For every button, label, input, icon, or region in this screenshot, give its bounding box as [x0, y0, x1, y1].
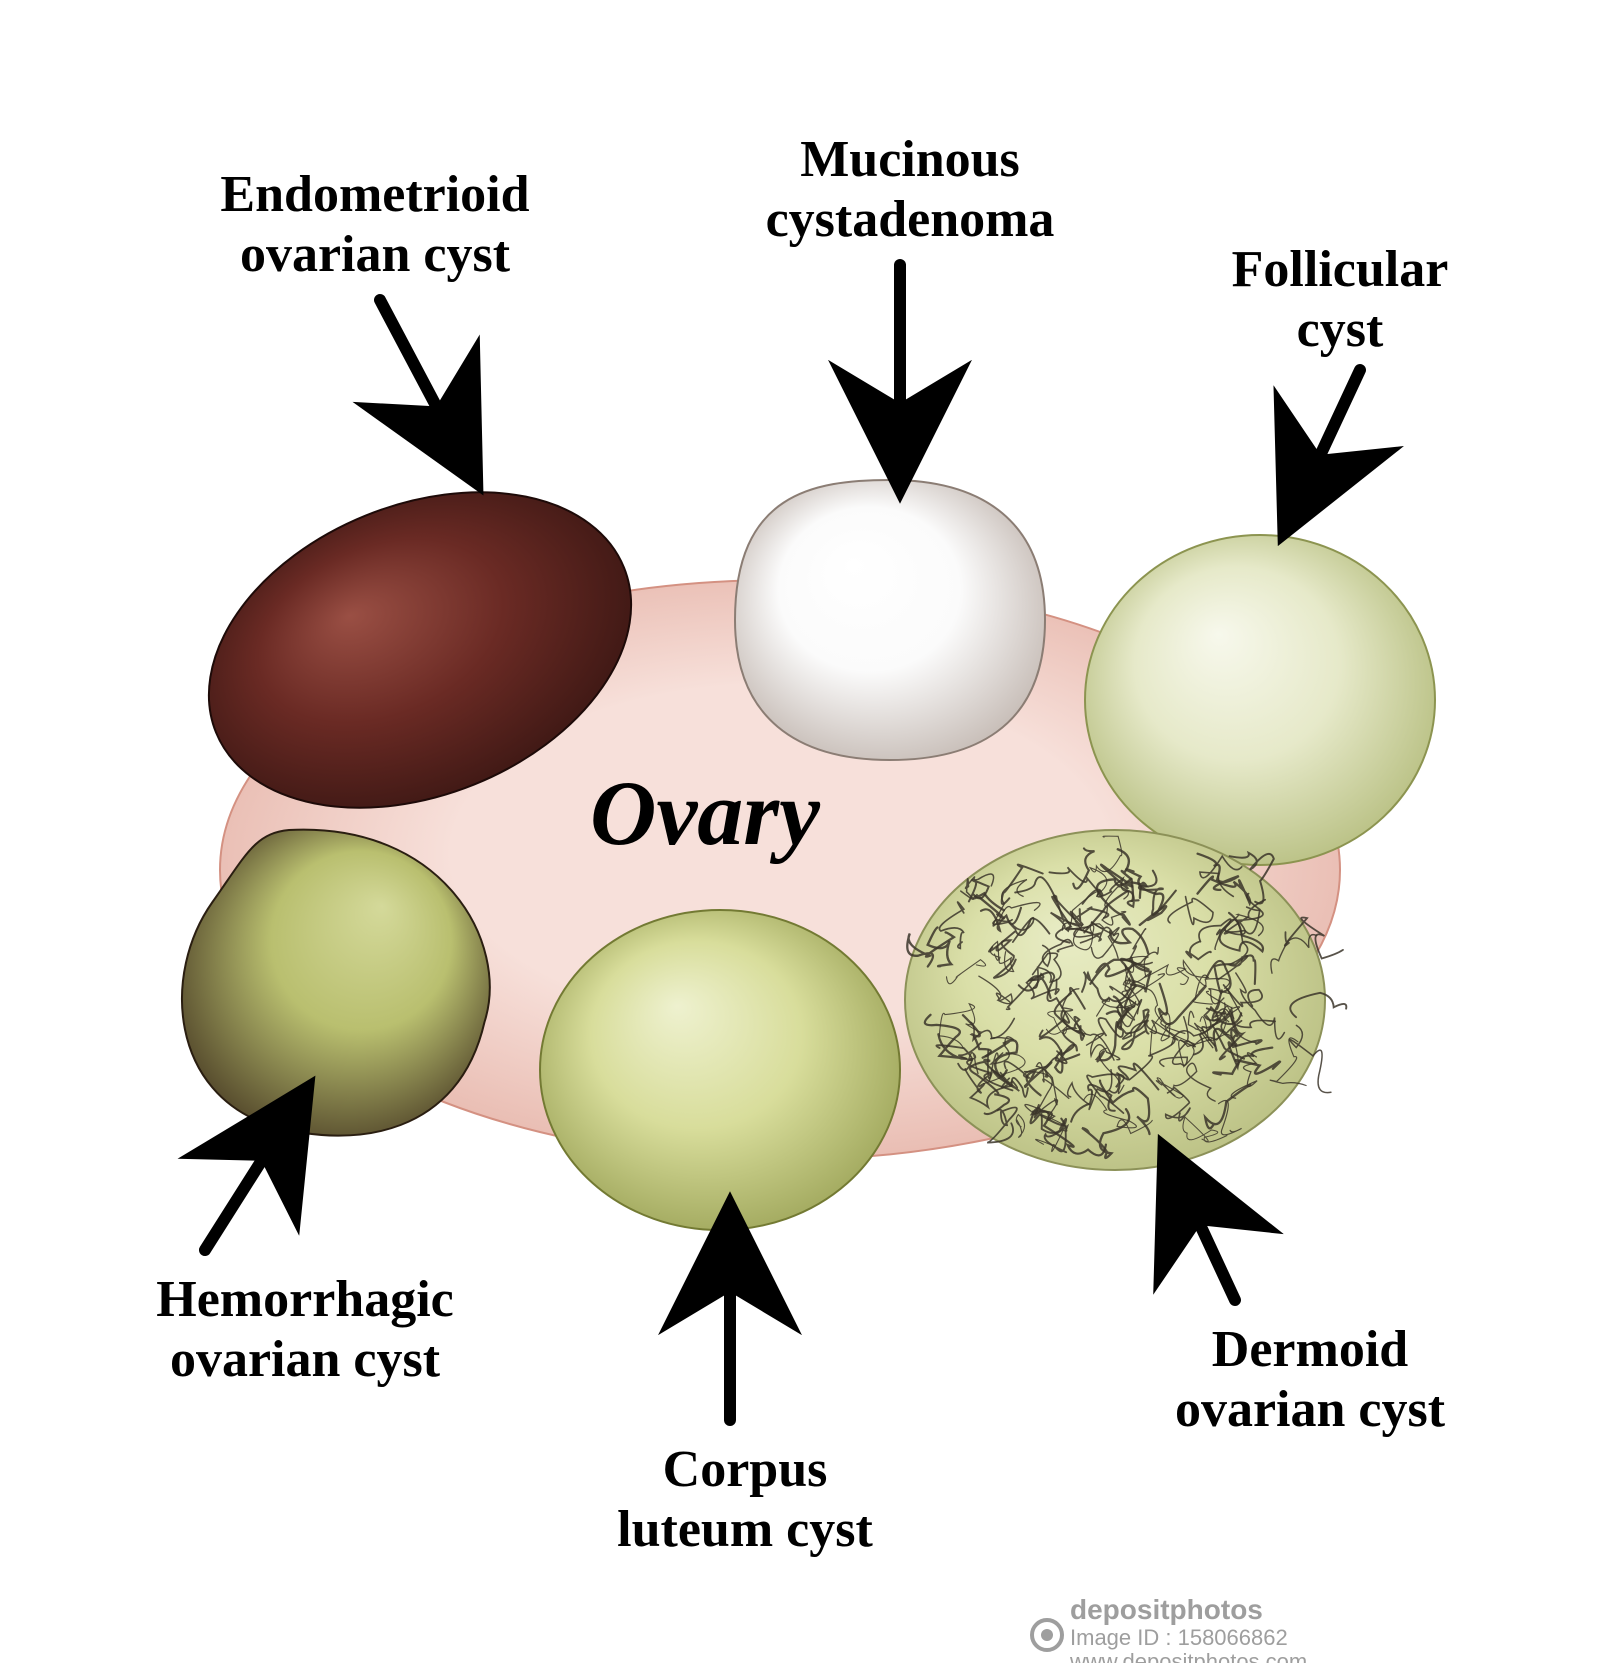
mucinous-label: Mucinouscystadenoma: [720, 130, 1100, 250]
ovary-title: Ovary: [590, 760, 820, 866]
hemorrhagic-cyst: [182, 830, 490, 1136]
follicular-cyst: [1085, 535, 1435, 865]
mucinous-cyst: [735, 480, 1045, 760]
corpus-cyst: [540, 910, 900, 1230]
watermark: depositphotos Image ID : 158066862 www.d…: [1030, 1595, 1307, 1663]
follicular-label: Follicularcyst: [1190, 240, 1490, 360]
dermoid-cyst: [905, 830, 1346, 1170]
hemorrhagic-label: Hemorrhagicovarian cyst: [95, 1270, 515, 1390]
endometrioid-label: Endometrioidovarian cyst: [165, 165, 585, 285]
watermark-logo-icon: [1030, 1618, 1064, 1652]
diagram-canvas: Ovary Endometrioidovarian cyst Mucinouscy…: [0, 0, 1600, 1663]
watermark-logo-text: depositphotos: [1070, 1595, 1307, 1626]
dermoid-label: Dermoidovarian cyst: [1120, 1320, 1500, 1440]
watermark-url: www.depositphotos.com: [1070, 1650, 1307, 1663]
corpus-label: Corpusluteum cyst: [555, 1440, 935, 1560]
watermark-image-id: Image ID : 158066862: [1070, 1626, 1307, 1650]
